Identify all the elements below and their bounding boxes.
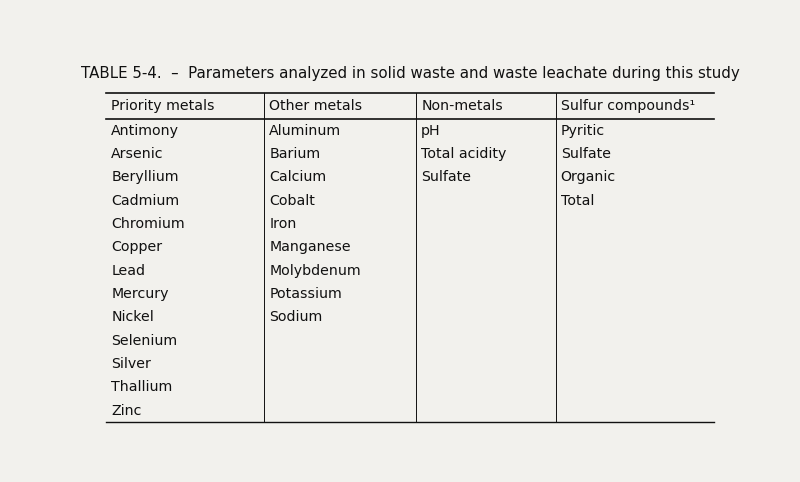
Text: Thallium: Thallium (111, 380, 173, 394)
Text: Sulfate: Sulfate (561, 147, 610, 161)
Text: TABLE 5-4.  –  Parameters analyzed in solid waste and waste leachate during this: TABLE 5-4. – Parameters analyzed in soli… (81, 66, 739, 81)
Text: Organic: Organic (561, 171, 616, 185)
Text: Mercury: Mercury (111, 287, 169, 301)
Text: Total: Total (561, 194, 594, 208)
Text: Chromium: Chromium (111, 217, 185, 231)
Text: Copper: Copper (111, 241, 162, 254)
Text: Potassium: Potassium (270, 287, 342, 301)
Text: Calcium: Calcium (270, 171, 326, 185)
Text: Zinc: Zinc (111, 403, 142, 417)
Text: Nickel: Nickel (111, 310, 154, 324)
Text: Aluminum: Aluminum (270, 124, 342, 138)
Text: Other metals: Other metals (270, 99, 362, 113)
Text: Iron: Iron (270, 217, 297, 231)
Text: Priority metals: Priority metals (111, 99, 214, 113)
Text: Selenium: Selenium (111, 334, 178, 348)
Text: Lead: Lead (111, 264, 145, 278)
Text: Beryllium: Beryllium (111, 171, 178, 185)
Text: Antimony: Antimony (111, 124, 179, 138)
Text: Total acidity: Total acidity (421, 147, 506, 161)
Text: Non-metals: Non-metals (421, 99, 503, 113)
Text: Sulfate: Sulfate (421, 171, 471, 185)
Text: Sodium: Sodium (270, 310, 322, 324)
Text: Barium: Barium (270, 147, 320, 161)
Text: Pyritic: Pyritic (561, 124, 605, 138)
Text: Silver: Silver (111, 357, 151, 371)
Text: Sulfur compounds¹: Sulfur compounds¹ (561, 99, 694, 113)
Text: Manganese: Manganese (270, 241, 351, 254)
Text: Cadmium: Cadmium (111, 194, 179, 208)
Text: Cobalt: Cobalt (270, 194, 315, 208)
Text: Molybdenum: Molybdenum (270, 264, 361, 278)
Text: Arsenic: Arsenic (111, 147, 164, 161)
Text: pH: pH (421, 124, 441, 138)
